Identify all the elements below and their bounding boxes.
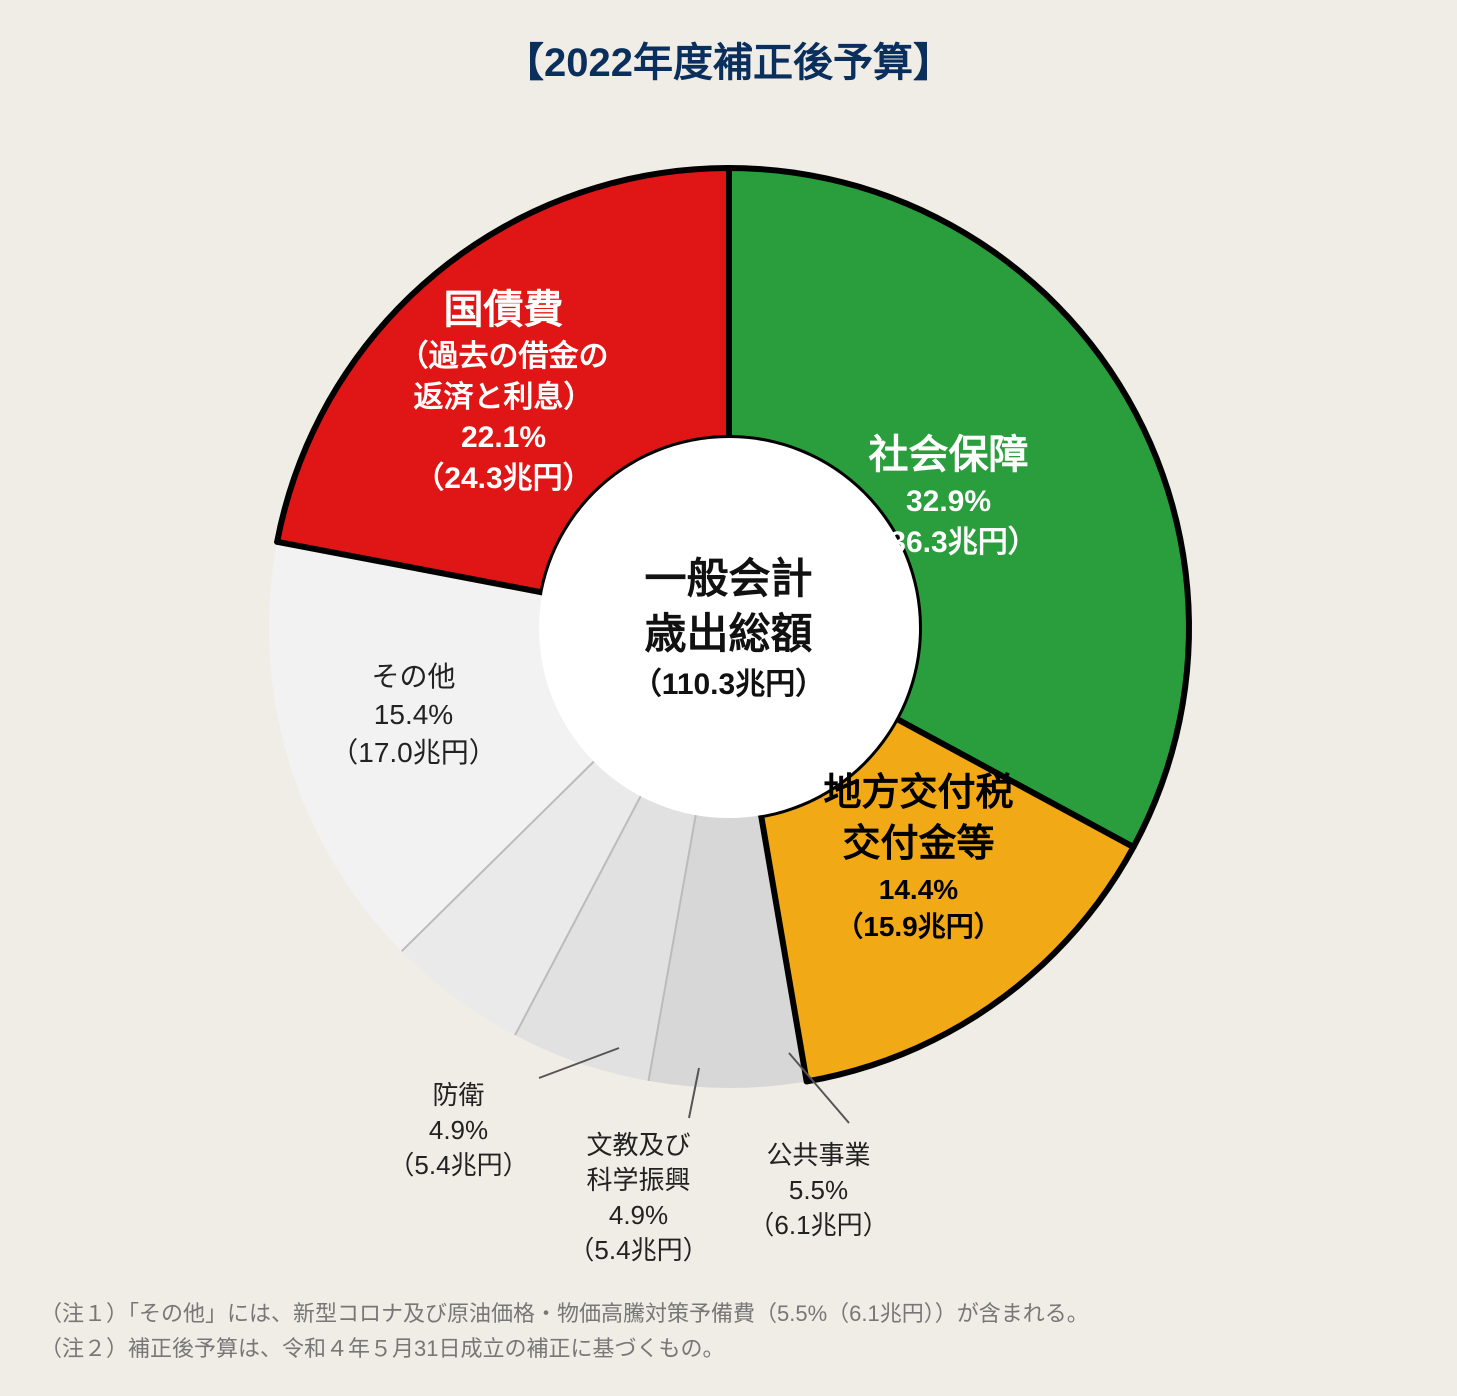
center-line2: 歳出総額 bbox=[632, 607, 825, 662]
center-amount: （110.3兆円） bbox=[632, 665, 825, 704]
pie-chart-container: 一般会計 歳出総額 （110.3兆円） 社会保障32.9%（36.3兆円） 地方交… bbox=[229, 128, 1229, 1128]
center-label: 一般会計 歳出総額 （110.3兆円） bbox=[632, 552, 825, 704]
footnote-2: （注２）補正後予算は、令和４年５月31日成立の補正に基づくもの。 bbox=[40, 1331, 1089, 1366]
footnotes: （注１）「その他」には、新型コロナ及び原油価格・物価高騰対策予備費（5.5%（6… bbox=[40, 1296, 1089, 1366]
slice-label-1: 地方交付税交付金等14.4%（15.9兆円） bbox=[823, 768, 1013, 946]
slice-label-0: 社会保障32.9%（36.3兆円） bbox=[859, 428, 1037, 563]
slice-ext-label-2: 公共事業5.5%（6.1兆円） bbox=[748, 1138, 888, 1243]
slice-ext-label-3: 文教及び科学振興4.9%（5.4兆円） bbox=[568, 1128, 708, 1268]
chart-title: 【2022年度補正後予算】 bbox=[0, 0, 1457, 88]
center-line1: 一般会計 bbox=[632, 552, 825, 607]
slice-ext-label-4: 防衛4.9%（5.4兆円） bbox=[388, 1078, 528, 1183]
footnote-1: （注１）「その他」には、新型コロナ及び原油価格・物価高騰対策予備費（5.5%（6… bbox=[40, 1296, 1089, 1331]
slice-label-5: その他 15.4% （17.0兆円） bbox=[330, 658, 497, 771]
slice-label-6: 国債費（過去の借金の返済と利息）22.1%（24.3兆円） bbox=[399, 283, 609, 499]
